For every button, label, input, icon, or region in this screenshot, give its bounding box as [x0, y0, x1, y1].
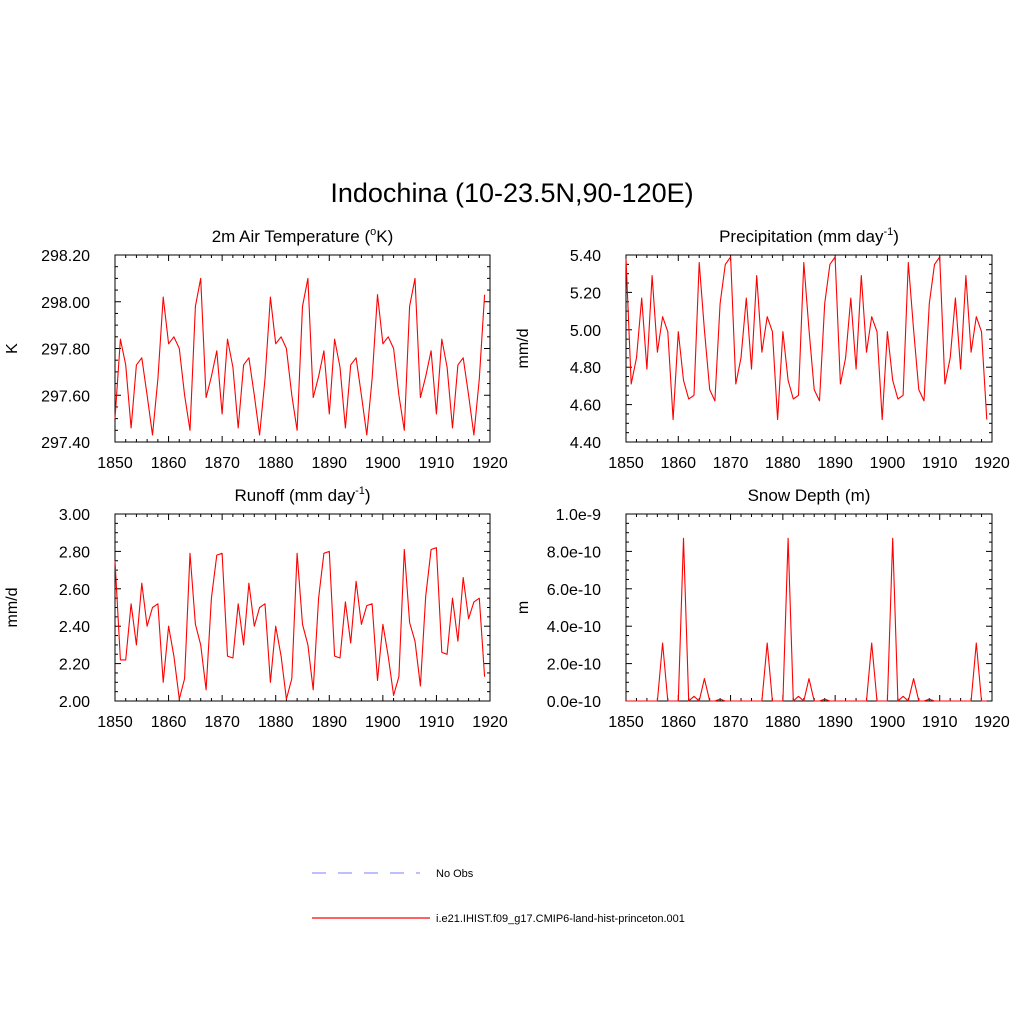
- panel-title-superscript: -1: [355, 485, 365, 497]
- panels-group: 1850 1860 1870 1880 1890 1900 1910 1920 297.40 29…: [4, 226, 1010, 731]
- x-tick-label: 1870: [713, 455, 749, 472]
- x-tick-label: 1920: [472, 714, 508, 731]
- x-tick-label: 1850: [97, 714, 133, 731]
- panel-title-superscript: o: [370, 226, 376, 238]
- x-tick-label: 1920: [472, 455, 508, 472]
- legend-model-label: i.e21.IHIST.f09_g17.CMIP6-land-hist-prin…: [436, 913, 685, 925]
- y-tick-label: 2.0e-10: [547, 657, 601, 674]
- series-line-1: [114, 547, 486, 700]
- panel-title-suffix: K): [376, 227, 393, 246]
- x-tick-label: 1890: [817, 714, 853, 731]
- y-tick-label: 4.0e-10: [547, 619, 601, 636]
- x-tick-label: 1870: [204, 455, 240, 472]
- y-tick-label: 4.80: [570, 360, 601, 377]
- panel-title: Snow Depth (m): [748, 486, 871, 505]
- x-tick-label: 1850: [97, 455, 133, 472]
- x-tick-label: 1890: [311, 714, 347, 731]
- panel-3: 1850 1860 1870 1880 1890 1900 1910 1920 2.00 2.20…: [4, 485, 508, 731]
- y-tick-label: 2.40: [59, 619, 90, 636]
- y-tick-label: 5.40: [570, 248, 601, 265]
- panel-4: 1850 1860 1870 1880 1890 1900 1910 1920 0.0e-10 2…: [515, 486, 1010, 731]
- y-tick-label: 2.00: [59, 694, 90, 711]
- x-tick-label: 1860: [660, 455, 696, 472]
- x-tick-label: 1880: [765, 455, 801, 472]
- figure-title: Indochina (10-23.5N,90-120E): [330, 178, 693, 208]
- y-tick-label: 2.80: [59, 544, 90, 561]
- series-line-1: [626, 537, 987, 702]
- y-tick-label: 298.20: [41, 248, 90, 265]
- x-tick-label: 1920: [974, 455, 1010, 472]
- y-tick-label: 2.20: [59, 657, 90, 674]
- x-tick-label: 1910: [419, 455, 455, 472]
- x-tick-label: 1900: [365, 455, 401, 472]
- panel-title-superscript: -1: [883, 226, 893, 238]
- x-tick-label: 1860: [660, 714, 696, 731]
- x-tick-label: 1900: [870, 455, 906, 472]
- x-tick-label: 1870: [713, 714, 749, 731]
- plot-frame: [114, 254, 491, 443]
- x-tick-label: 1910: [419, 714, 455, 731]
- y-tick-label: 297.40: [41, 435, 90, 452]
- y-tick-label: 2.60: [59, 582, 90, 599]
- x-tick-label: 1910: [922, 455, 958, 472]
- x-tick-label: 1880: [258, 455, 294, 472]
- panel-title: 2m Air Temperature (oK): [212, 226, 394, 246]
- panel-1: 1850 1860 1870 1880 1890 1900 1910 1920 297.40 29…: [4, 226, 508, 472]
- panel-title-suffix: ): [893, 227, 899, 246]
- panel-2: 1850 1860 1870 1880 1890 1900 1910 1920 4.40 4.60…: [515, 226, 1010, 472]
- series-line-1: [114, 277, 486, 436]
- series-line-1: [625, 256, 988, 421]
- y-tick-label: 8.0e-10: [547, 544, 601, 561]
- x-tick-label: 1910: [922, 714, 958, 731]
- y-axis-label: m: [515, 601, 532, 614]
- y-tick-label: 297.60: [41, 388, 90, 405]
- y-tick-label: 5.20: [570, 285, 601, 302]
- x-tick-label: 1920: [974, 714, 1010, 731]
- x-tick-label: 1860: [151, 714, 187, 731]
- y-tick-label: 298.00: [41, 295, 90, 312]
- panel-title-main: Runoff (mm day: [234, 486, 355, 505]
- x-tick-label: 1850: [608, 714, 644, 731]
- x-tick-label: 1880: [258, 714, 294, 731]
- panel-title-main: Snow Depth (m): [748, 486, 871, 505]
- plot-frame: [114, 513, 491, 702]
- y-tick-label: 5.00: [570, 323, 601, 340]
- panel-title: Runoff (mm day-1): [234, 485, 370, 505]
- x-tick-label: 1860: [151, 455, 187, 472]
- legend: No Obs i.e21.IHIST.f09_g17.CMIP6-land-hi…: [312, 868, 685, 925]
- x-tick-label: 1890: [311, 455, 347, 472]
- panel-title-suffix: ): [365, 486, 371, 505]
- y-axis-label: K: [4, 343, 21, 354]
- x-tick-label: 1870: [204, 714, 240, 731]
- y-tick-label: 3.00: [59, 507, 90, 524]
- y-tick-label: 4.40: [570, 435, 601, 452]
- x-tick-label: 1900: [870, 714, 906, 731]
- y-axis-label: mm/d: [515, 329, 532, 369]
- y-tick-label: 0.0e-10: [547, 694, 601, 711]
- plot-frame: [625, 254, 993, 443]
- y-tick-label: 1.0e-9: [556, 507, 601, 524]
- y-tick-label: 297.80: [41, 342, 90, 359]
- y-axis-label: mm/d: [4, 588, 21, 628]
- x-tick-label: 1880: [765, 714, 801, 731]
- x-tick-label: 1890: [817, 455, 853, 472]
- y-tick-label: 4.60: [570, 398, 601, 415]
- x-tick-label: 1900: [365, 714, 401, 731]
- panel-title: Precipitation (mm day-1): [719, 226, 899, 246]
- x-tick-label: 1850: [608, 455, 644, 472]
- legend-obs-label: No Obs: [436, 868, 474, 880]
- panel-title-main: Precipitation (mm day: [719, 227, 884, 246]
- panel-title-main: 2m Air Temperature (: [212, 227, 371, 246]
- y-tick-label: 6.0e-10: [547, 582, 601, 599]
